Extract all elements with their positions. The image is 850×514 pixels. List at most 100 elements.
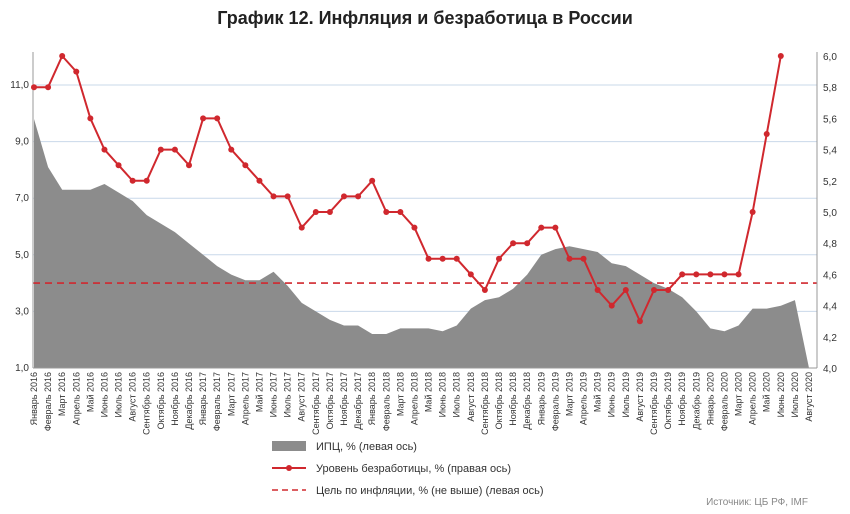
unemployment-point (355, 193, 362, 200)
x-tick-label: Апрель 2019 (579, 372, 589, 425)
x-tick-label: Сентябрь 2018 (480, 372, 490, 435)
y-right-tick-label: 6,0 (823, 52, 837, 63)
x-tick-label: Июнь 2017 (269, 372, 279, 417)
unemployment-point (665, 287, 672, 293)
unemployment-point (622, 287, 629, 293)
unemployment-point (679, 271, 686, 278)
unemployment-point (383, 209, 390, 215)
legend-swatch-unemployment-point (286, 465, 292, 471)
y-left-tick-label: 7,0 (15, 193, 29, 204)
x-tick-label: Декабрь 2019 (691, 372, 701, 430)
x-tick-label: Май 2020 (762, 372, 772, 412)
unemployment-point (326, 209, 333, 215)
x-tick-label: Июнь 2019 (607, 372, 617, 417)
x-tick-label: Июль 2016 (114, 372, 124, 417)
x-tick-label: Июль 2020 (790, 372, 800, 417)
unemployment-point (552, 224, 559, 231)
unemployment-point (467, 271, 474, 278)
y-right-tick-label: 5,8 (823, 83, 837, 94)
y-right-tick-label: 4,0 (823, 364, 837, 375)
x-tick-label: Сентябрь 2019 (649, 372, 659, 435)
unemployment-point (594, 287, 601, 293)
x-tick-label: Февраль 2020 (719, 372, 729, 431)
x-tick-label: Январь 2020 (705, 372, 715, 425)
x-tick-label: Август 2018 (466, 372, 476, 422)
x-tick-label: Май 2016 (85, 372, 95, 412)
unemployment-point (721, 271, 728, 278)
unemployment-point (284, 193, 291, 200)
x-tick-label: Март 2017 (226, 372, 236, 416)
x-tick-label: Ноябрь 2017 (339, 372, 349, 426)
unemployment-point (200, 115, 207, 122)
y-left-tick-label: 5,0 (15, 250, 29, 261)
unemployment-point (341, 193, 347, 200)
unemployment-point (228, 146, 235, 153)
x-tick-label: Август 2017 (297, 372, 307, 422)
x-tick-label: Июнь 2020 (776, 372, 786, 417)
x-tick-label: Ноябрь 2019 (677, 372, 687, 426)
unemployment-point (453, 255, 460, 262)
x-tick-label: Апрель 2020 (748, 372, 758, 425)
unemployment-point (186, 162, 192, 169)
x-tick-label: Февраль 2018 (381, 372, 391, 431)
unemployment-point (439, 255, 446, 262)
x-tick-label: Апрель 2016 (71, 372, 81, 425)
unemployment-point (45, 84, 52, 91)
x-tick-label: Октябрь 2016 (156, 372, 166, 429)
x-tick-label: Сентябрь 2016 (142, 372, 152, 435)
unemployment-point (312, 209, 319, 215)
unemployment-point (171, 146, 178, 153)
legend-label-unemployment: Уровень безработицы, % (правая ось) (316, 463, 511, 475)
y-left-tick-label: 1,0 (15, 363, 29, 374)
y-right-tick-label: 5,6 (823, 114, 837, 125)
x-tick-label: Ноябрь 2016 (170, 372, 180, 426)
unemployment-point (651, 287, 657, 293)
x-tick-label: Декабрь 2018 (522, 372, 532, 430)
x-tick-label: Июль 2018 (452, 372, 462, 417)
unemployment-point (31, 84, 37, 91)
chart-title: График 12. Инфляция и безработица в Росс… (217, 8, 633, 28)
x-tick-label: Январь 2016 (29, 372, 39, 425)
unemployment-point (524, 240, 531, 247)
x-tick-label: Март 2019 (564, 372, 574, 416)
unemployment-point (115, 162, 122, 169)
x-tick-label: Апрель 2018 (409, 372, 419, 425)
unemployment-point (777, 53, 784, 59)
unemployment-point (538, 224, 545, 231)
x-tick-label: Май 2019 (593, 372, 603, 412)
unemployment-point (707, 271, 714, 278)
x-tick-label: Август 2016 (128, 372, 138, 422)
unemployment-point (270, 193, 277, 200)
unemployment-point (693, 271, 700, 278)
source-note: Источник: ЦБ РФ, IMF (706, 497, 808, 508)
x-tick-label: Март 2018 (395, 372, 405, 416)
x-tick-label: Сентябрь 2017 (311, 372, 321, 435)
x-tick-label: Май 2018 (424, 372, 434, 412)
unemployment-point (369, 177, 376, 184)
x-tick-label: Июнь 2016 (99, 372, 109, 417)
x-tick-label: Октябрь 2019 (663, 372, 673, 429)
x-tick-label: Июль 2019 (621, 372, 631, 417)
x-tick-label: Февраль 2017 (212, 372, 222, 431)
x-tick-label: Декабрь 2017 (353, 372, 363, 430)
legend-label-cpi: ИПЦ, % (левая ось) (316, 441, 417, 453)
unemployment-point (763, 131, 770, 137)
unemployment-point (87, 115, 94, 122)
x-tick-label: Июнь 2018 (438, 372, 448, 417)
x-tick-label: Февраль 2016 (43, 372, 53, 431)
unemployment-point (214, 115, 221, 122)
y-right-tick-label: 4,2 (823, 333, 837, 344)
x-tick-label: Март 2020 (734, 372, 744, 416)
unemployment-point (59, 53, 66, 59)
unemployment-point (636, 318, 643, 325)
y-right-tick-label: 4,6 (823, 270, 837, 281)
unemployment-point (298, 224, 305, 231)
x-tick-label: Август 2019 (635, 372, 645, 422)
x-tick-label: Декабрь 2016 (184, 372, 194, 430)
unemployment-point (481, 287, 488, 293)
unemployment-point (129, 177, 136, 184)
y-left-tick-label: 11,0 (10, 80, 29, 91)
y-right-tick-label: 5,2 (823, 177, 837, 188)
